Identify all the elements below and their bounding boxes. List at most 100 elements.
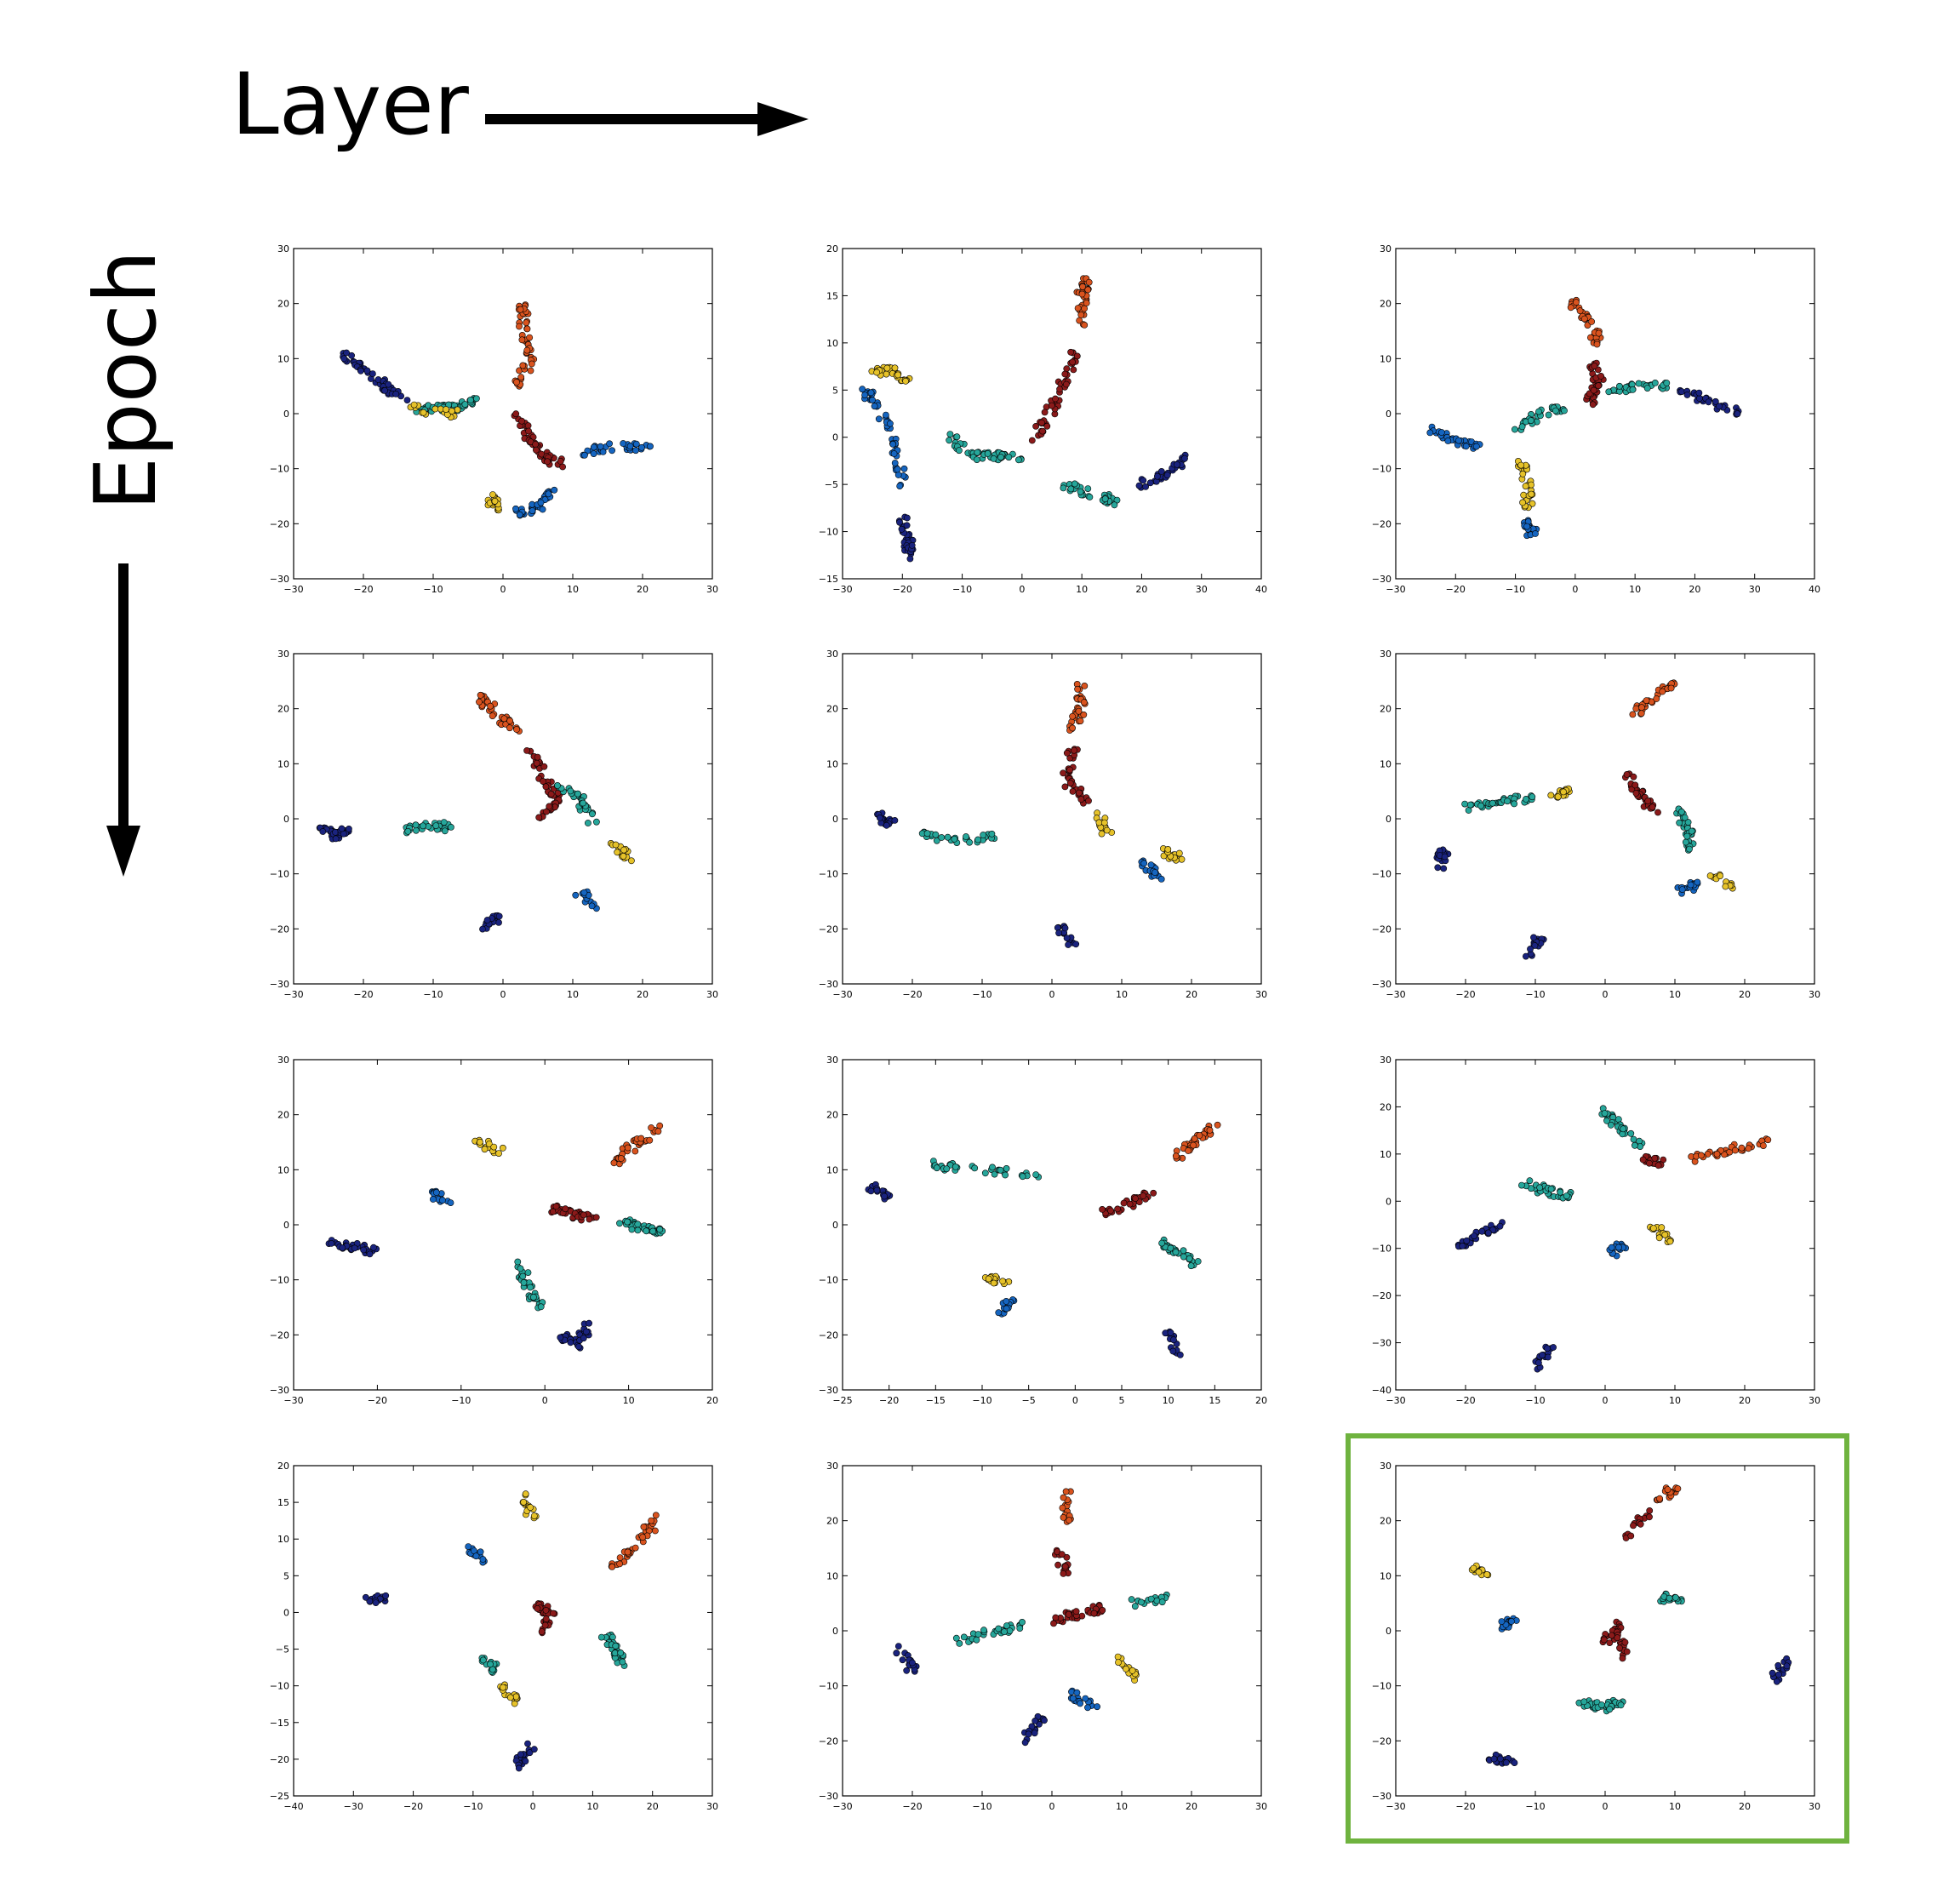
scatter-point (985, 1275, 992, 1283)
scatter-point (883, 364, 891, 372)
x-tick-label: −40 (283, 1801, 303, 1812)
scatter-point (529, 507, 536, 514)
scatter-point (524, 1740, 531, 1747)
y-tick-label: 0 (283, 814, 289, 825)
scatter-point (1643, 697, 1650, 704)
scatter-point (628, 857, 635, 865)
plot-frame (842, 1465, 1262, 1797)
scatter-point (554, 782, 561, 789)
scatter-point (609, 447, 615, 455)
scatter-point (875, 415, 883, 423)
scatter-point (1630, 1135, 1637, 1143)
y-tick-label: 10 (277, 1164, 289, 1175)
scatter-point (1649, 803, 1656, 811)
scatter-point (477, 691, 484, 699)
scatter-point (362, 1593, 369, 1601)
x-tick-label: −10 (423, 989, 443, 1000)
scatter-point (1580, 1698, 1588, 1706)
scatter-point (951, 835, 958, 843)
scatter-point (1076, 789, 1083, 797)
scatter-point (1531, 942, 1539, 949)
y-tick-label: −20 (819, 1735, 838, 1747)
scatter-point (491, 497, 499, 505)
scatter-point (1021, 1739, 1029, 1747)
scatter-point (1068, 1688, 1075, 1695)
scatter-point (956, 447, 963, 455)
scatter-point (1131, 1603, 1139, 1610)
scatter-point (432, 822, 440, 829)
x-tick-label: 0 (1603, 989, 1609, 1000)
layer-label: Layer (231, 54, 470, 154)
scatter-point (439, 1197, 446, 1204)
scatter-point (1146, 479, 1154, 487)
scatter-point (1529, 500, 1536, 507)
scatter-point (626, 443, 634, 450)
y-tick-label: 30 (1380, 649, 1392, 660)
scatter-point (1031, 1730, 1038, 1737)
scatter-point (648, 1124, 654, 1131)
scatter-point (1637, 1520, 1644, 1528)
x-tick-label: −20 (1455, 1801, 1475, 1812)
scatter-point (1588, 317, 1595, 325)
scatter-point (523, 325, 531, 333)
scatter-point (632, 440, 640, 448)
scatter-point (348, 352, 355, 359)
scatter-point (1187, 1262, 1195, 1270)
scatter-point (514, 1258, 522, 1266)
y-tick-label: −10 (270, 464, 289, 475)
scatter-point (952, 1634, 960, 1642)
scatter-point (894, 1643, 902, 1650)
scatter-point (515, 1764, 523, 1772)
plot-frame (293, 653, 713, 985)
plot-frame (293, 248, 713, 580)
x-tick-label: 30 (706, 989, 718, 1000)
x-tick-label: −10 (952, 584, 972, 595)
scatter-point (973, 1636, 980, 1644)
scatter-point (1490, 1755, 1498, 1763)
scatter-point (1518, 1181, 1525, 1189)
scatter-point (487, 1661, 494, 1668)
scatter-point (990, 1279, 997, 1287)
scatter-point (1058, 1551, 1066, 1558)
scatter-point (1616, 382, 1623, 390)
scatter-point (1006, 1627, 1014, 1634)
scatter-point (1060, 484, 1067, 492)
y-tick-label: −30 (1372, 1791, 1392, 1802)
scatter-point (1694, 878, 1701, 886)
scatter-point (1666, 1594, 1673, 1602)
scatter-point (643, 1227, 650, 1235)
scatter-point (894, 466, 901, 473)
scatter-point (1678, 809, 1685, 815)
scatter-point (1587, 334, 1594, 341)
scatter-point (540, 763, 548, 770)
scatter-point (1069, 1695, 1077, 1702)
scatter-point (1032, 1171, 1039, 1178)
y-tick-label: 5 (283, 1570, 289, 1581)
scatter-point (472, 1552, 480, 1560)
y-tick-label: 0 (1386, 409, 1392, 420)
scatter-point (1573, 299, 1580, 306)
scatter-point (1639, 1156, 1647, 1164)
scatter-point (1071, 480, 1078, 488)
scatter-point (1545, 1353, 1552, 1361)
scatter-point (392, 390, 400, 397)
scatter-point (517, 1265, 524, 1272)
x-tick-label: −20 (368, 1395, 387, 1406)
scatter-point (1140, 1192, 1147, 1199)
plot-frame (842, 1059, 1262, 1391)
scatter-point (899, 1656, 906, 1664)
layer-arrow (485, 102, 809, 136)
scatter-point (1638, 704, 1645, 712)
y-tick-label: 20 (277, 1461, 289, 1472)
scatter-point (495, 919, 502, 926)
scatter-point (351, 1244, 358, 1252)
x-tick-label: 10 (1629, 584, 1641, 595)
scatter-point (620, 846, 627, 854)
scatter-point (1475, 1569, 1483, 1575)
scatter-point (1632, 790, 1640, 797)
x-tick-label: 20 (637, 584, 649, 595)
scatter-point (585, 820, 591, 826)
panel-r4c2: −30 −20 −10 0 10 20 30 30 20 10 0 −10 −20 −30 (819, 1461, 1267, 1812)
scatter-point (1170, 1336, 1177, 1344)
